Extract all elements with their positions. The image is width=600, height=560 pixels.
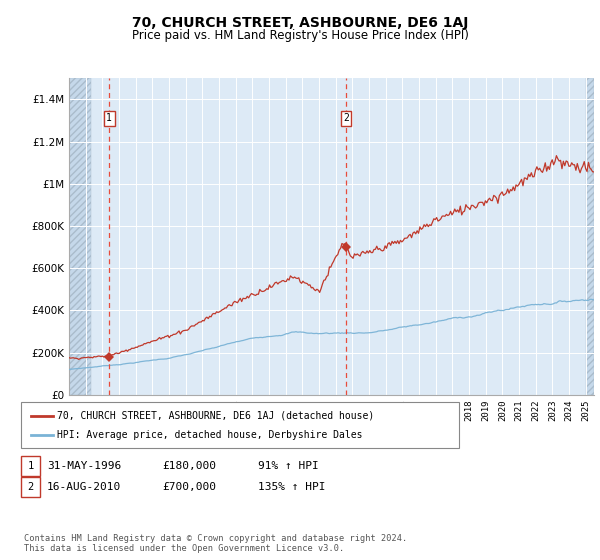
Text: £180,000: £180,000 (162, 461, 216, 471)
Text: 16-AUG-2010: 16-AUG-2010 (47, 482, 121, 492)
Bar (69, 78, 91, 395)
Bar (586, 78, 594, 395)
Text: Price paid vs. HM Land Registry's House Price Index (HPI): Price paid vs. HM Land Registry's House … (131, 29, 469, 42)
Bar (69, 78, 91, 395)
Text: £700,000: £700,000 (162, 482, 216, 492)
Text: 70, CHURCH STREET, ASHBOURNE, DE6 1AJ: 70, CHURCH STREET, ASHBOURNE, DE6 1AJ (132, 16, 468, 30)
Text: HPI: Average price, detached house, Derbyshire Dales: HPI: Average price, detached house, Derb… (57, 430, 362, 440)
Text: 2: 2 (343, 114, 349, 123)
Text: Contains HM Land Registry data © Crown copyright and database right 2024.
This d: Contains HM Land Registry data © Crown c… (24, 534, 407, 553)
Text: 1: 1 (28, 461, 34, 471)
Text: 91% ↑ HPI: 91% ↑ HPI (258, 461, 319, 471)
Bar (586, 78, 594, 395)
Text: 135% ↑ HPI: 135% ↑ HPI (258, 482, 325, 492)
Text: 70, CHURCH STREET, ASHBOURNE, DE6 1AJ (detached house): 70, CHURCH STREET, ASHBOURNE, DE6 1AJ (d… (57, 411, 374, 421)
Text: 31-MAY-1996: 31-MAY-1996 (47, 461, 121, 471)
Text: 1: 1 (106, 114, 112, 123)
Text: 2: 2 (28, 482, 34, 492)
